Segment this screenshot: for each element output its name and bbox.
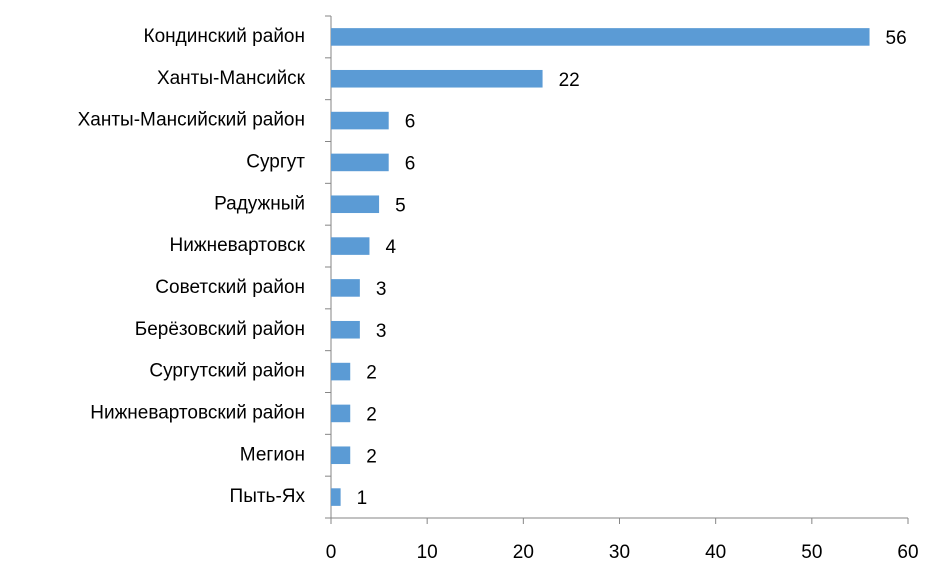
bar [331, 153, 389, 172]
x-tick-label: 50 [801, 542, 822, 563]
bar [331, 195, 380, 214]
data-label: 22 [559, 70, 580, 91]
x-tick-label: 0 [326, 542, 337, 563]
bar [331, 279, 360, 297]
y-tick-label: Ханты-Мансийский район [78, 110, 305, 131]
y-tick-label: Сургут [246, 151, 305, 172]
y-tick-label: Мегион [240, 444, 305, 465]
data-label: 1 [357, 488, 368, 509]
y-tick-label: Кондинский район [144, 26, 305, 47]
y-tick-label: Советский район [155, 277, 305, 298]
bar [331, 362, 351, 381]
x-tick-label: 10 [417, 542, 438, 563]
x-tick-label: 60 [897, 542, 918, 563]
y-tick-label: Нижневартовск [170, 235, 306, 256]
y-tick-label: Берёзовский район [135, 319, 305, 340]
data-label: 3 [376, 279, 387, 300]
data-label: 56 [886, 28, 907, 49]
y-tick-label: Пыть-Ях [230, 486, 306, 507]
data-label: 2 [366, 363, 377, 384]
bar [331, 111, 389, 130]
data-label: 3 [376, 321, 387, 342]
bar [331, 69, 543, 88]
x-tick-label: 20 [513, 542, 534, 563]
data-label: 2 [366, 446, 377, 467]
bar [331, 404, 351, 423]
data-label: 4 [385, 237, 396, 258]
bar [331, 320, 360, 339]
x-tick-label: 40 [705, 542, 726, 563]
bar [331, 446, 351, 465]
bar [331, 28, 870, 46]
data-label: 6 [405, 153, 416, 174]
bar [331, 237, 370, 255]
bar [331, 488, 341, 506]
data-label: 2 [366, 404, 377, 425]
y-tick-label: Сургутский район [149, 361, 305, 382]
y-tick-label: Ханты-Мансийск [157, 68, 306, 89]
data-label: 5 [395, 195, 406, 216]
data-label: 6 [405, 112, 416, 133]
x-tick-label: 30 [609, 542, 630, 563]
y-tick-label: Радужный [214, 193, 305, 214]
y-tick-label: Нижневартовский район [90, 402, 305, 423]
